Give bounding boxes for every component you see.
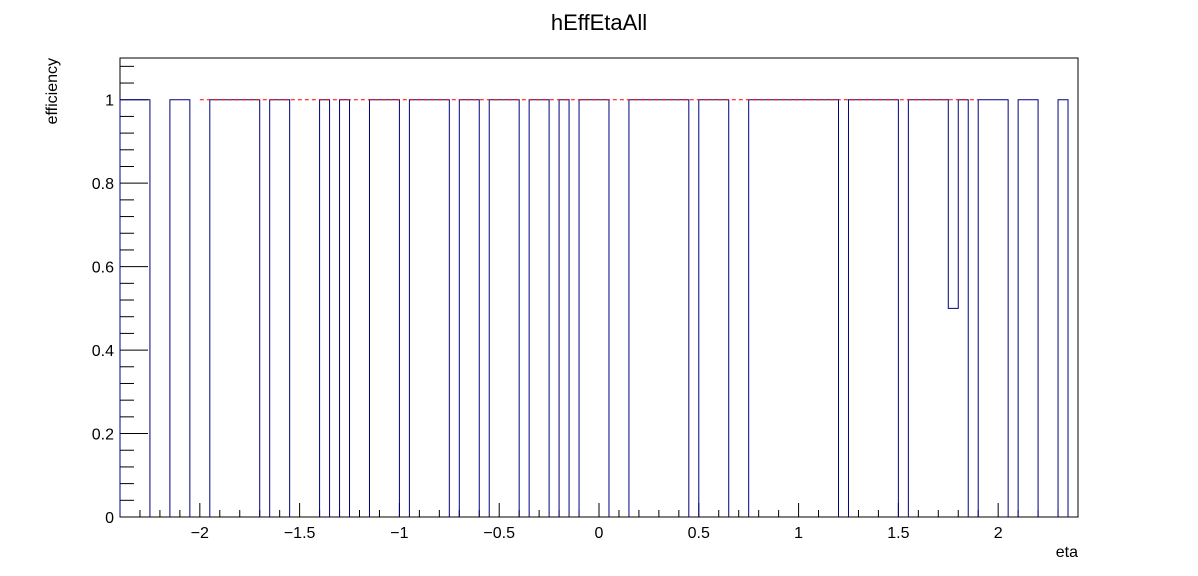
x-tick-label: −0.5 — [483, 525, 515, 542]
histogram-bin — [978, 100, 1008, 517]
histogram-bin — [699, 100, 729, 517]
histogram-bin — [749, 100, 799, 517]
y-tick-label: 1 — [105, 93, 114, 110]
histogram-bin — [369, 100, 399, 517]
x-tick-label: 0.5 — [688, 525, 710, 542]
histogram-bin — [948, 308, 958, 517]
histogram-bin — [958, 100, 968, 517]
histogram-bin — [489, 100, 519, 517]
histogram-bin — [529, 100, 549, 517]
histogram-bin — [1018, 100, 1038, 517]
y-tick-label: 0.8 — [92, 176, 114, 193]
histogram-bin — [210, 100, 260, 517]
chart-title: hEffEtaAll — [551, 10, 647, 35]
x-tick-label: −1 — [390, 525, 408, 542]
histogram-bins — [119, 99, 1069, 517]
histogram-bin — [1058, 100, 1068, 517]
histogram-bin — [559, 100, 569, 517]
histogram-bin — [848, 100, 898, 517]
histogram-bin — [270, 100, 290, 517]
histogram-bin — [459, 100, 479, 517]
x-tick-label: 1 — [794, 525, 803, 542]
histogram-bin — [340, 100, 350, 517]
y-tick-label: 0.4 — [92, 343, 114, 360]
axes-layer: −2 −1.5 −1 −0.5 0 0.5 1 1.5 2 0 0.2 0.4 0.6 0.8 1 — [92, 57, 1079, 542]
x-tick-label: 0 — [595, 525, 604, 542]
x-tick-label: 1.5 — [887, 525, 909, 542]
y-tick-label: 0.6 — [92, 260, 114, 277]
histogram-bin — [908, 100, 948, 517]
y-axis-label: efficiency — [44, 58, 61, 124]
x-tick-label: −2 — [191, 525, 209, 542]
histogram-bin — [799, 100, 839, 517]
histogram-bin — [170, 100, 190, 517]
y-tick-label: 0 — [105, 510, 114, 527]
histogram-bin — [409, 100, 449, 517]
x-tick-label: 2 — [994, 525, 1003, 542]
histogram-bin — [629, 100, 689, 517]
x-axis-label: eta — [1056, 544, 1078, 561]
x-tick-label: −1.5 — [284, 525, 316, 542]
histogram-bin — [120, 100, 150, 517]
y-tick-label: 0.2 — [92, 427, 114, 444]
histogram-bin — [579, 100, 609, 517]
histogram-bin — [320, 100, 330, 517]
